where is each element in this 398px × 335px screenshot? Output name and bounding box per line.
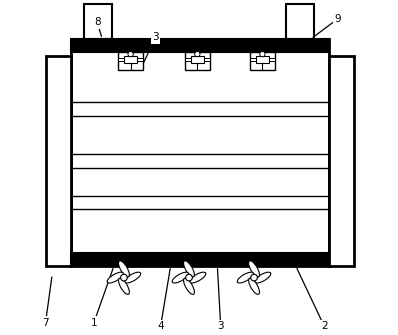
Bar	[191, 56, 204, 63]
Ellipse shape	[237, 272, 254, 283]
Ellipse shape	[107, 272, 123, 283]
Ellipse shape	[255, 272, 271, 283]
Text: 7: 7	[42, 318, 49, 328]
Bar	[70, 39, 329, 52]
Bar	[70, 39, 329, 266]
Bar	[250, 52, 275, 70]
Ellipse shape	[249, 278, 259, 294]
Ellipse shape	[119, 278, 129, 294]
Bar	[185, 52, 210, 70]
Bar	[118, 58, 124, 61]
Bar	[124, 56, 137, 63]
Bar	[256, 56, 269, 63]
Bar	[118, 52, 143, 70]
Bar	[84, 4, 112, 39]
Ellipse shape	[119, 261, 129, 277]
Text: 1: 1	[91, 318, 97, 328]
Text: 3: 3	[217, 321, 224, 331]
Circle shape	[195, 52, 200, 57]
Bar	[286, 4, 314, 39]
Ellipse shape	[249, 261, 259, 277]
Ellipse shape	[172, 272, 188, 283]
Ellipse shape	[125, 272, 141, 283]
Circle shape	[185, 274, 192, 281]
Text: 4: 4	[157, 321, 164, 331]
Bar	[250, 58, 256, 61]
Circle shape	[121, 274, 127, 281]
Bar	[329, 56, 354, 266]
Text: 3: 3	[152, 32, 159, 43]
Bar	[70, 253, 329, 266]
Circle shape	[251, 274, 258, 281]
Bar	[269, 58, 275, 61]
Bar	[204, 58, 210, 61]
Text: 9: 9	[334, 14, 341, 24]
Ellipse shape	[183, 278, 194, 294]
Circle shape	[128, 52, 133, 57]
Bar	[185, 58, 191, 61]
Text: 2: 2	[321, 321, 328, 331]
Bar	[137, 58, 143, 61]
Ellipse shape	[189, 272, 206, 283]
Text: 8: 8	[94, 17, 101, 27]
Ellipse shape	[183, 261, 194, 277]
Bar	[45, 56, 70, 266]
Circle shape	[260, 52, 265, 57]
